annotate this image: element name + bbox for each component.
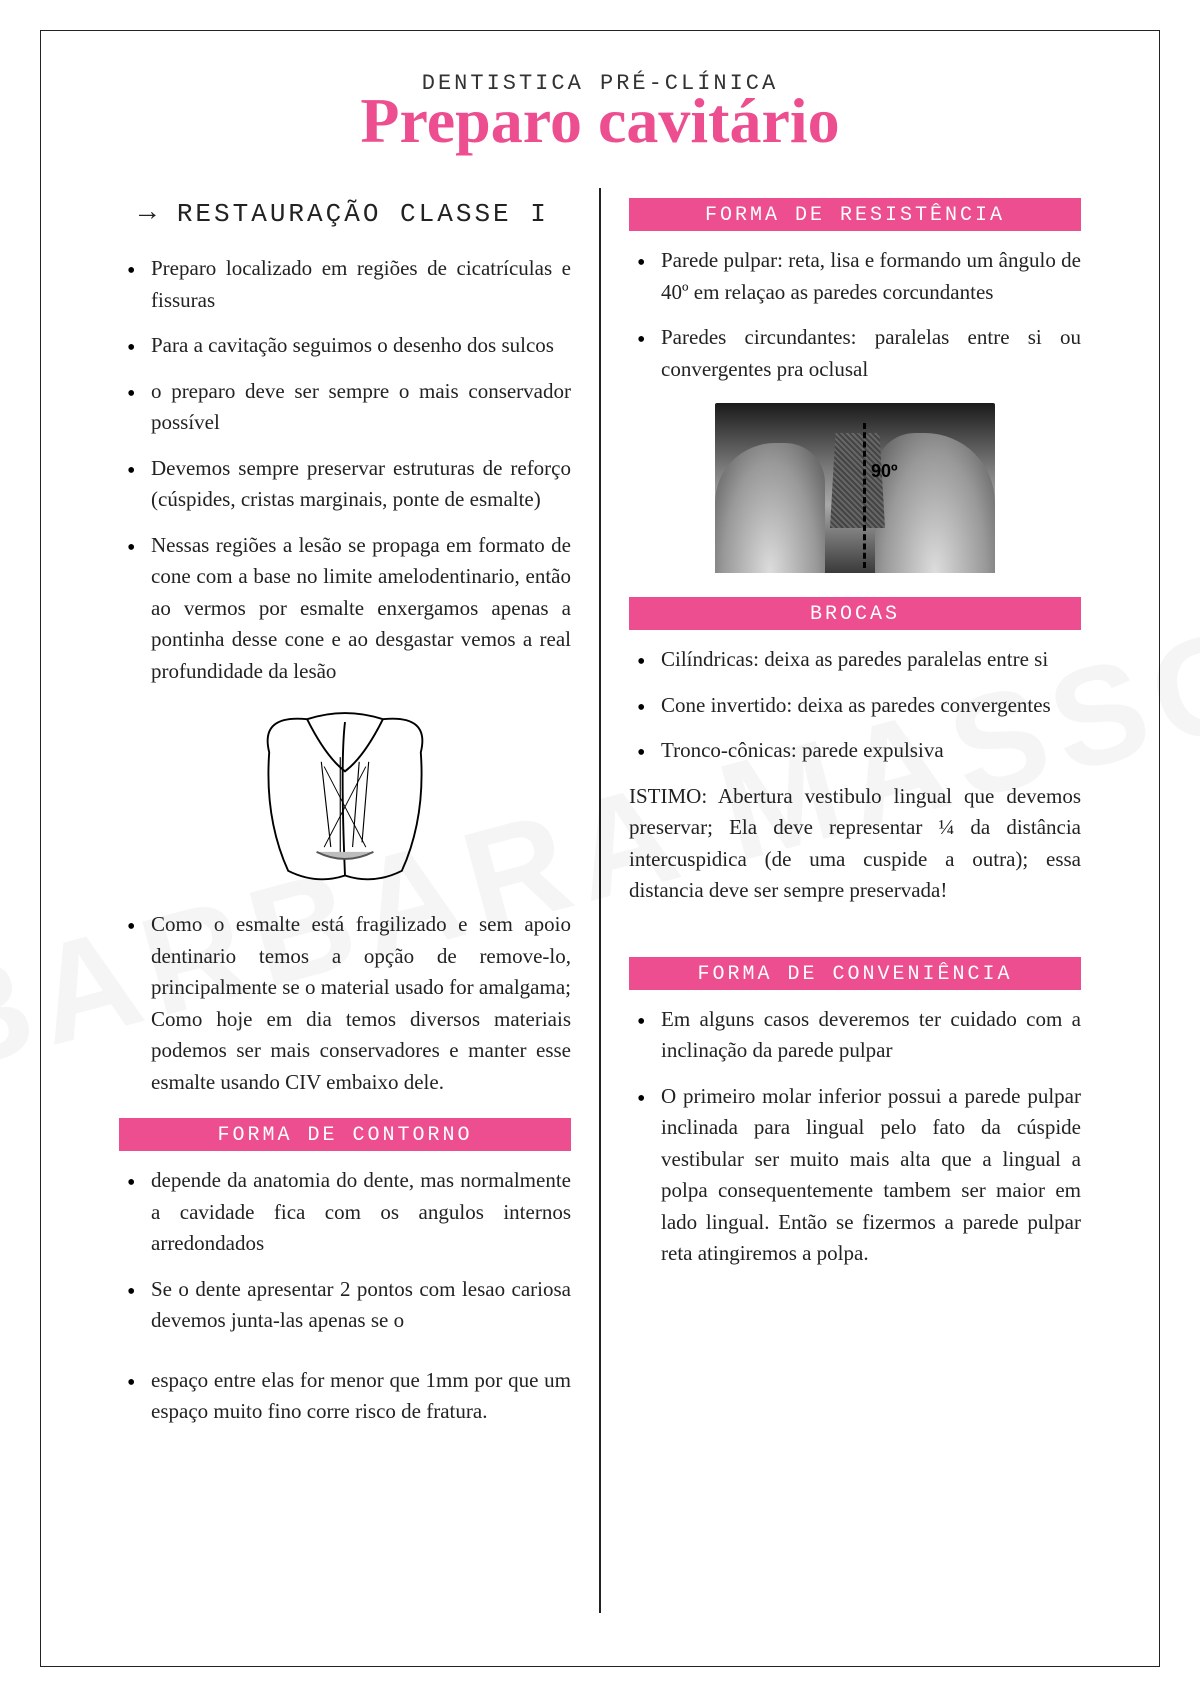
- header-resistencia: Forma de resistência: [629, 198, 1081, 231]
- list-item: espaço entre elas for menor que 1mm por …: [127, 1365, 571, 1428]
- bullets-contorno: depende da anatomia do dente, mas normal…: [119, 1165, 571, 1428]
- left-column: → Restauração Classe I Preparo localizad…: [91, 188, 601, 1613]
- list-item: Como o esmalte está fragilizado e sem ap…: [127, 909, 571, 1098]
- list-item: Preparo localizado em regiões de cicatrí…: [127, 253, 571, 316]
- list-item: Tronco-cônicas: parede expulsiva: [637, 735, 1081, 767]
- list-item: Se o dente apresentar 2 pontos com lesao…: [127, 1274, 571, 1337]
- list-item: Para a cavitação seguimos o desenho dos …: [127, 330, 571, 362]
- section-title: Restauração Classe I: [177, 199, 549, 229]
- header-brocas: Brocas: [629, 597, 1081, 630]
- header: DENTISTICA PRÉ-CLÍNICA Preparo cavitário: [91, 71, 1109, 158]
- xray-angle-label: 90º: [871, 461, 898, 482]
- xray-figure: 90º: [629, 403, 1081, 573]
- tooth-line-drawing: [119, 705, 571, 885]
- list-item: Parede pulpar: reta, lisa e formando um …: [637, 245, 1081, 308]
- header-contorno: Forma de contorno: [119, 1118, 571, 1151]
- list-item: Cone invertido: deixa as paredes converg…: [637, 690, 1081, 722]
- istimo-paragraph: ISTIMO: Abertura vestibulo lingual que d…: [629, 781, 1081, 907]
- list-item: Nessas regiões a lesão se propaga em for…: [127, 530, 571, 688]
- header-title: Preparo cavitário: [91, 84, 1109, 158]
- list-item: O primeiro molar inferior possui a pared…: [637, 1081, 1081, 1270]
- bullets-esmalte: Como o esmalte está fragilizado e sem ap…: [119, 909, 571, 1098]
- list-item: o preparo deve ser sempre o mais conserv…: [127, 376, 571, 439]
- bullets-brocas: Cilíndricas: deixa as paredes paralelas …: [629, 644, 1081, 767]
- list-item: depende da anatomia do dente, mas normal…: [127, 1165, 571, 1260]
- header-conveniencia: Forma de conveniência: [629, 957, 1081, 990]
- right-column: Forma de resistência Parede pulpar: reta…: [601, 188, 1109, 1613]
- bullets-conveniencia: Em alguns casos deveremos ter cuidado co…: [629, 1004, 1081, 1270]
- bullets-intro: Preparo localizado em regiões de cicatrí…: [119, 253, 571, 687]
- page-frame: BARBARA MASSO DENTISTICA PRÉ-CLÍNICA Pre…: [40, 30, 1160, 1667]
- list-item: Cilíndricas: deixa as paredes paralelas …: [637, 644, 1081, 676]
- arrow-icon: →: [139, 198, 159, 229]
- bullets-resistencia: Parede pulpar: reta, lisa e formando um …: [629, 245, 1081, 385]
- xray-image: 90º: [715, 403, 995, 573]
- list-item: Paredes circundantes: paralelas entre si…: [637, 322, 1081, 385]
- columns: → Restauração Classe I Preparo localizad…: [91, 188, 1109, 1613]
- list-item: Em alguns casos deveremos ter cuidado co…: [637, 1004, 1081, 1067]
- section-restauracao: → Restauração Classe I: [139, 198, 571, 229]
- list-item: Devemos sempre preservar estruturas de r…: [127, 453, 571, 516]
